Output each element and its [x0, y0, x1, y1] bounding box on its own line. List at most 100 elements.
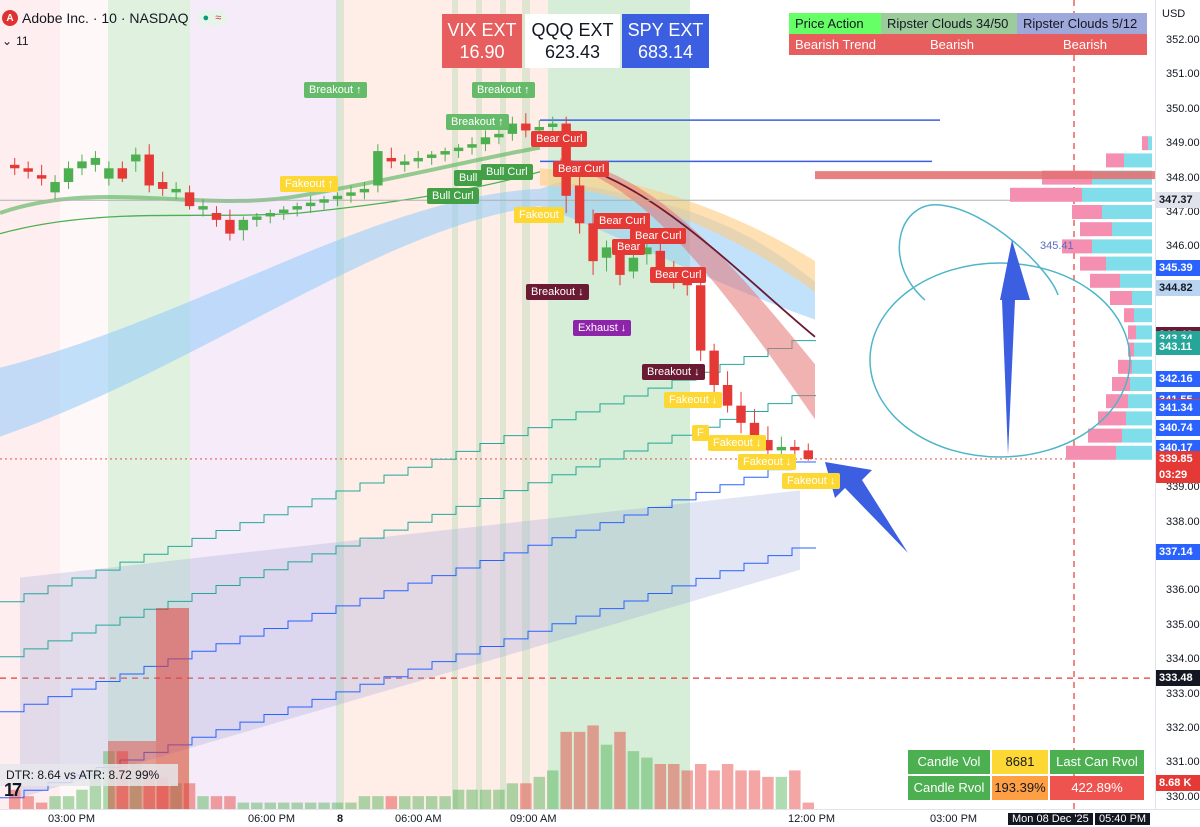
vix-ext-name: VIX EXT [447, 20, 517, 40]
candle-body [494, 133, 504, 138]
value-ripster-5-12: Bearish [1062, 37, 1108, 52]
time-tick-label: Mon 08 Dec '25 [1008, 813, 1093, 825]
volume-profile-down [1090, 273, 1120, 288]
signal-bear-curl[interactable]: Bear Curl [650, 267, 707, 283]
signal-breakout-up[interactable]: Breakout ↑ [304, 82, 367, 98]
volume-bar [425, 796, 438, 809]
candle-body [252, 216, 262, 220]
signal-fakeout[interactable]: Fakeout [514, 207, 564, 223]
volume-bar [9, 789, 21, 809]
qqq-ext-box: QQQ EXT 623.43 [525, 14, 620, 68]
volume-bar [35, 802, 48, 809]
price-tick-label: 334.00 [1166, 653, 1200, 666]
volume-bar [318, 802, 330, 809]
volume-bar [62, 796, 75, 809]
indicator-legend-toggle[interactable]: ⌄ 11 [2, 34, 29, 48]
candle [709, 343, 719, 396]
signal-breakout-up[interactable]: Breakout ↑ [446, 114, 509, 130]
status-pill[interactable]: ● ≈ [196, 10, 228, 26]
signal-breakout-up[interactable]: Breakout ↑ [472, 82, 535, 98]
time-tick-label: 06:00 PM [248, 813, 296, 825]
signal-bull-curl[interactable]: Bull Curl [427, 188, 479, 204]
candle [386, 147, 397, 169]
time-tick-label: 06:00 AM [395, 813, 442, 825]
signal-exhaust-down[interactable]: Exhaust ↓ [573, 320, 632, 336]
volume-bar [412, 796, 424, 809]
signal-fakeout-up[interactable]: Fakeout ↑ [280, 176, 339, 192]
volume-bar [762, 776, 774, 809]
candle [521, 113, 531, 138]
volume-profile-down [1066, 445, 1116, 460]
candle-body [588, 223, 598, 262]
volume-bar [627, 751, 640, 809]
candle [36, 164, 47, 186]
last-can-rvol-value: 422.89% [1050, 776, 1144, 800]
signal-fakeout-down[interactable]: Fakeout ↓ [664, 392, 723, 408]
candle-body [131, 154, 141, 162]
price-tick-label: 331.00 [1166, 756, 1200, 769]
candle-body [319, 199, 329, 203]
price-tick-label: 351.00 [1166, 68, 1200, 81]
candle-body [615, 250, 625, 275]
price-tick-label: 332.00 [1166, 722, 1200, 734]
price-label: 344.82 [1156, 279, 1200, 296]
candle-body [265, 213, 275, 217]
candle-body [534, 127, 544, 131]
signal-breakout-down[interactable]: Breakout ↓ [526, 284, 589, 300]
price-label: 8.68 K [1156, 775, 1200, 791]
tradingview-logo-icon[interactable]: 17 [4, 780, 22, 800]
candle-body [722, 385, 733, 406]
signal-breakout-down[interactable]: Breakout ↓ [642, 364, 705, 380]
candle [131, 147, 141, 172]
candle [279, 206, 289, 220]
signal-bear-curl[interactable]: Bear Curl [630, 228, 687, 244]
time-axis[interactable]: 03:00 PM 06:00 PM 8 06:00 AM 09:00 AM 12:00 P… [0, 809, 1200, 827]
candle [507, 116, 518, 141]
signal-bear-curl[interactable]: Bear [612, 239, 646, 255]
candle-body [157, 182, 168, 189]
signal-bull-curl[interactable]: Bull [454, 170, 483, 186]
candle-body [373, 151, 383, 186]
signal-stripe [522, 0, 530, 809]
signal-bear-curl[interactable]: Bear Curl [531, 131, 588, 147]
candle-volume-table: Candle Vol 8681 Last Can Rvol Candle Rvo… [908, 750, 1148, 802]
candle [319, 195, 329, 210]
volume-profile-down [1118, 359, 1132, 374]
candle-body [305, 202, 316, 207]
candle-body [225, 219, 235, 234]
candle [574, 171, 585, 234]
market-open-icon: ● [202, 12, 210, 24]
candle-body [23, 168, 33, 172]
signal-fakeout-down[interactable]: Fakeout ↓ [708, 435, 767, 451]
signal-fakeout-down[interactable]: Fakeout ↓ [738, 454, 797, 470]
spy-ext-name: SPY EXT [627, 20, 704, 40]
signal-fakeout-down[interactable]: F [692, 425, 709, 441]
price-label: 342.16 [1156, 371, 1200, 388]
signal-fakeout-down[interactable]: Fakeout ↓ [782, 473, 841, 489]
candle [252, 213, 262, 227]
volume-bar [681, 770, 693, 809]
volume-profile-down [1112, 377, 1130, 391]
symbol-header[interactable]: A Adobe Inc. · 10 · NASDAQ ● ≈ [0, 6, 228, 30]
drawn-circle [869, 262, 1131, 458]
price-chart[interactable]: 345.41 [0, 0, 1155, 809]
volume-bar [22, 796, 34, 809]
price-label: 340.74 [1156, 420, 1200, 437]
signal-bear-curl[interactable]: Bear Curl [594, 213, 651, 229]
price-label: 341.34 [1156, 399, 1200, 416]
currency-label[interactable]: USD [1162, 8, 1186, 20]
candle-body [467, 144, 477, 148]
signal-bear-curl[interactable]: Bear Curl [553, 161, 610, 177]
spy-ext-value: 683.14 [637, 42, 694, 62]
drawn-down-arrow [825, 462, 908, 553]
volume-bar [372, 796, 384, 809]
candle [225, 209, 235, 241]
candle-body [36, 175, 47, 179]
signal-bull-curl[interactable]: Bull Curl [481, 164, 533, 180]
volume-profile-down [1010, 187, 1082, 202]
candle-body [346, 192, 356, 196]
volume-bar [385, 796, 398, 809]
candle [628, 250, 639, 279]
volume-profile-up [1106, 256, 1152, 271]
volume-bar [183, 783, 196, 809]
